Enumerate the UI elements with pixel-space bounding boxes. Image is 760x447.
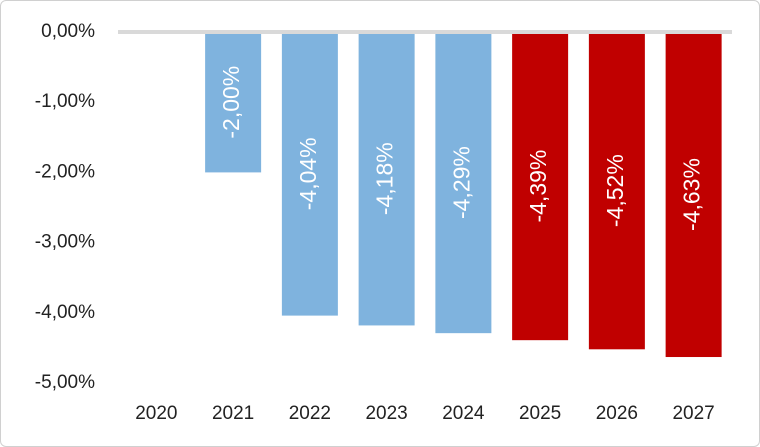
value-label: -4,52% — [602, 154, 628, 227]
x-tick-label: 2026 — [596, 403, 638, 424]
bar — [205, 32, 262, 173]
bar — [358, 32, 415, 326]
value-label: -4,18% — [372, 142, 398, 215]
y-tick-label: -3,00% — [35, 232, 95, 253]
value-label: -4,29% — [448, 146, 474, 219]
bar — [435, 32, 492, 334]
x-tick-label: 2020 — [135, 403, 177, 424]
x-tick-label: 2027 — [672, 403, 714, 424]
bar — [512, 32, 569, 341]
y-tick-label: -5,00% — [35, 372, 95, 393]
bar — [588, 32, 645, 350]
x-tick-label: 2022 — [289, 403, 331, 424]
bar — [665, 32, 722, 358]
bar — [281, 32, 338, 316]
value-label: -4,63% — [679, 158, 705, 231]
x-tick-label: 2025 — [519, 403, 561, 424]
x-tick-label: 2021 — [212, 403, 254, 424]
y-tick-label: -1,00% — [35, 91, 95, 112]
value-label: -2,00% — [218, 66, 244, 139]
value-label: -4,04% — [295, 137, 321, 210]
x-tick-label: 2024 — [442, 403, 485, 424]
value-label: -4,39% — [525, 150, 551, 223]
y-tick-label: -4,00% — [35, 302, 95, 323]
y-tick-label: 0,00% — [41, 21, 95, 42]
x-tick-label: 2023 — [365, 403, 407, 424]
y-tick-label: -2,00% — [35, 161, 95, 182]
